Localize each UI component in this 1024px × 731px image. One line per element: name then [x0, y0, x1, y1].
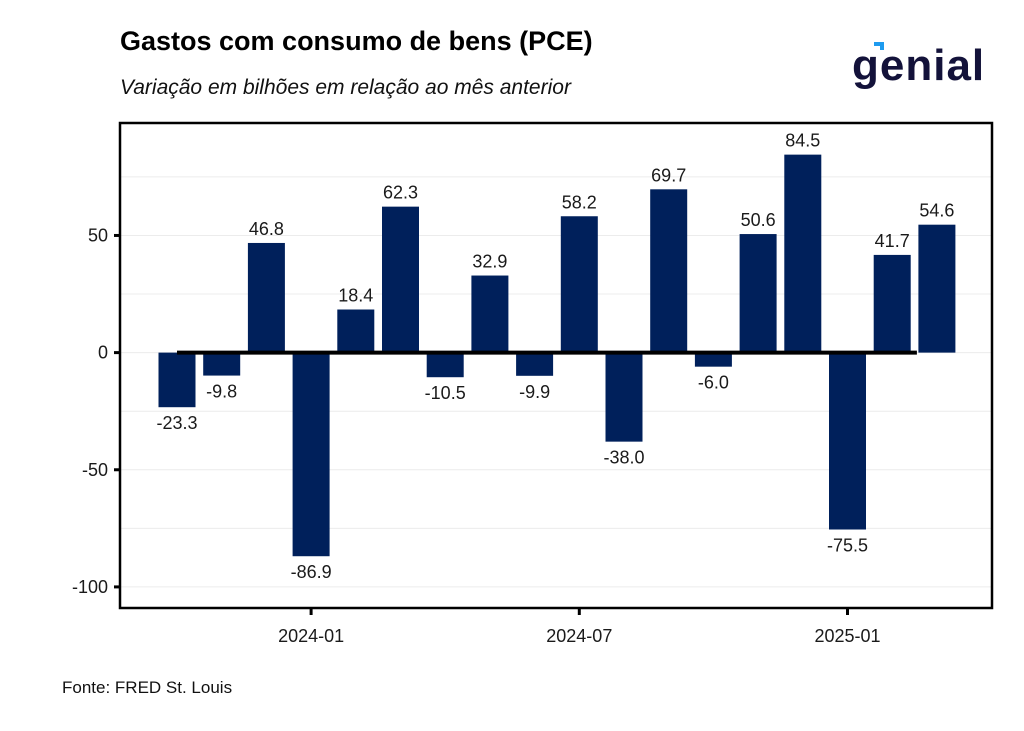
data-label: -23.3 [156, 413, 197, 433]
bar-2024-04 [426, 352, 464, 378]
y-tick-label: -100 [72, 577, 108, 597]
data-label: 69.7 [651, 165, 686, 185]
genial-logo: genial [852, 41, 985, 90]
data-label: -38.0 [603, 448, 644, 468]
bar-2025-02 [873, 254, 911, 353]
y-tick-label: 0 [98, 343, 108, 363]
bar-2024-05 [471, 275, 509, 353]
x-tick-label: 2025-01 [814, 626, 880, 646]
bar-2024-12 [784, 154, 822, 353]
logo-accent-icon [874, 42, 884, 50]
data-label: -86.9 [291, 562, 332, 582]
y-tick-label: -50 [82, 460, 108, 480]
bar-2023-10 [158, 352, 196, 408]
bar-2024-09 [650, 189, 688, 353]
axis-layer: 50 0 -50 -100 2024-01 2024-07 2025-01 [72, 121, 994, 646]
data-label: 58.2 [562, 192, 597, 212]
y-tick-label: 50 [88, 225, 108, 245]
plot-border [118, 121, 994, 610]
data-label: 84.5 [785, 131, 820, 151]
data-label: 46.8 [249, 219, 284, 239]
bar-2024-03 [382, 206, 419, 353]
data-label: -9.8 [206, 382, 237, 402]
data-label: 18.4 [338, 286, 373, 306]
data-label: 32.9 [472, 252, 507, 272]
data-label: -75.5 [827, 536, 868, 556]
bar-2024-07 [560, 216, 598, 353]
data-label: -6.0 [698, 373, 729, 393]
source-note: Fonte: FRED St. Louis [62, 678, 233, 697]
data-label: 50.6 [741, 210, 776, 230]
data-label: -10.5 [425, 383, 466, 403]
bar-layer [158, 154, 956, 557]
chart-subtitle: Variação em bilhões em relação ao mês an… [120, 76, 571, 99]
bar-2023-11 [203, 352, 241, 376]
data-label: -9.9 [519, 382, 550, 402]
bar-2025-03 [918, 224, 956, 353]
logo-text: genial [852, 41, 985, 90]
bar-2024-06 [516, 352, 554, 376]
bar-2024-02 [337, 309, 375, 353]
x-tick-label: 2024-01 [278, 626, 344, 646]
data-label: 41.7 [875, 231, 910, 251]
data-label-layer: -23.3 -9.8 46.8 -86.9 18.4 62.3 -10.5 32.9 -9.9 5… [156, 131, 954, 583]
bar-2024-10 [694, 352, 732, 367]
x-tick-label: 2024-07 [546, 626, 612, 646]
bar-2023-12 [247, 242, 285, 353]
bar-2024-08 [605, 352, 643, 442]
chart-title: Gastos com consumo de bens (PCE) [120, 26, 593, 56]
data-label: 62.3 [383, 183, 418, 203]
bar-2024-11 [739, 234, 777, 353]
data-label: 54.6 [919, 201, 954, 221]
bar-2025-01 [829, 352, 866, 530]
bar-2024-01 [292, 352, 330, 557]
